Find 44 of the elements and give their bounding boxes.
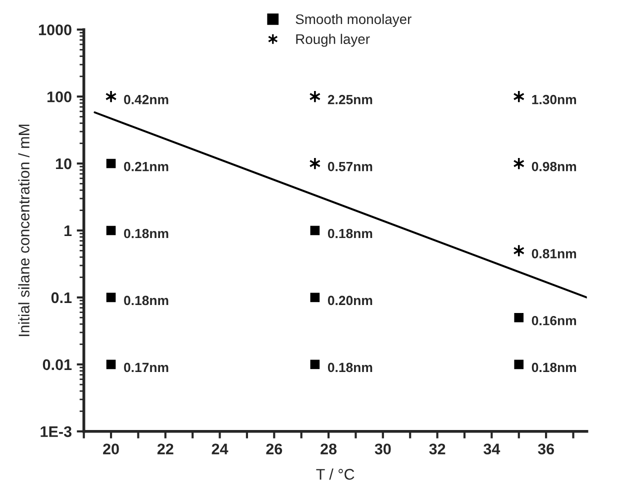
x-tick-label: 34 (484, 444, 500, 454)
annotation: 0.17nm (124, 362, 168, 372)
annotation: 0.16nm (532, 316, 576, 326)
y-tick-label: 0.01 (42, 359, 72, 370)
x-tick-label: 20 (103, 444, 119, 454)
y-tick-label: 100 (48, 91, 72, 102)
x-tick-label: 32 (429, 444, 446, 454)
annotation: 0.20nm (328, 296, 372, 306)
annotation: 0.57nm (328, 162, 372, 172)
annotation: 0.18nm (124, 296, 168, 306)
annotation: 0.98nm (532, 162, 576, 172)
point (310, 226, 320, 236)
annotation: 0.21nm (124, 162, 168, 172)
point (514, 360, 524, 370)
annotation: 0.18nm (328, 362, 372, 372)
legend-label: Rough layer (296, 34, 370, 47)
point (514, 312, 524, 322)
x-tick-label: 30 (374, 444, 391, 454)
legend-label: Smooth monolayer (296, 14, 412, 27)
y-axis-title: Initial silane concentration / mM (18, 124, 30, 336)
annotation: 0.42nm (124, 94, 168, 104)
y-tick-label: 10 (56, 158, 72, 170)
y-tick-label: 0.1 (51, 292, 72, 304)
y-tick-label: 1000 (39, 24, 72, 36)
annotation: 0.81nm (532, 249, 576, 258)
annotation: 1.30nm (532, 94, 576, 104)
point (106, 226, 116, 236)
y-tick-label: 1 (64, 226, 72, 236)
x-tick-label: 26 (266, 444, 282, 454)
annotation: 0.18nm (532, 362, 576, 372)
x-axis-title: T / °C (316, 468, 354, 480)
point (310, 292, 320, 302)
annotation: 0.18nm (328, 228, 372, 238)
x-tick-label: 28 (320, 444, 337, 454)
point (106, 292, 116, 302)
x-tick-label: 36 (538, 444, 554, 454)
point (310, 360, 320, 370)
x-tick-label: 22 (157, 444, 174, 454)
annotation: 2.25nm (328, 94, 372, 104)
x-tick-label: 24 (212, 444, 228, 454)
annotation: 0.18nm (124, 228, 168, 238)
point (106, 158, 116, 168)
point (106, 360, 116, 370)
y-tick-label: 1E-3 (40, 426, 72, 438)
